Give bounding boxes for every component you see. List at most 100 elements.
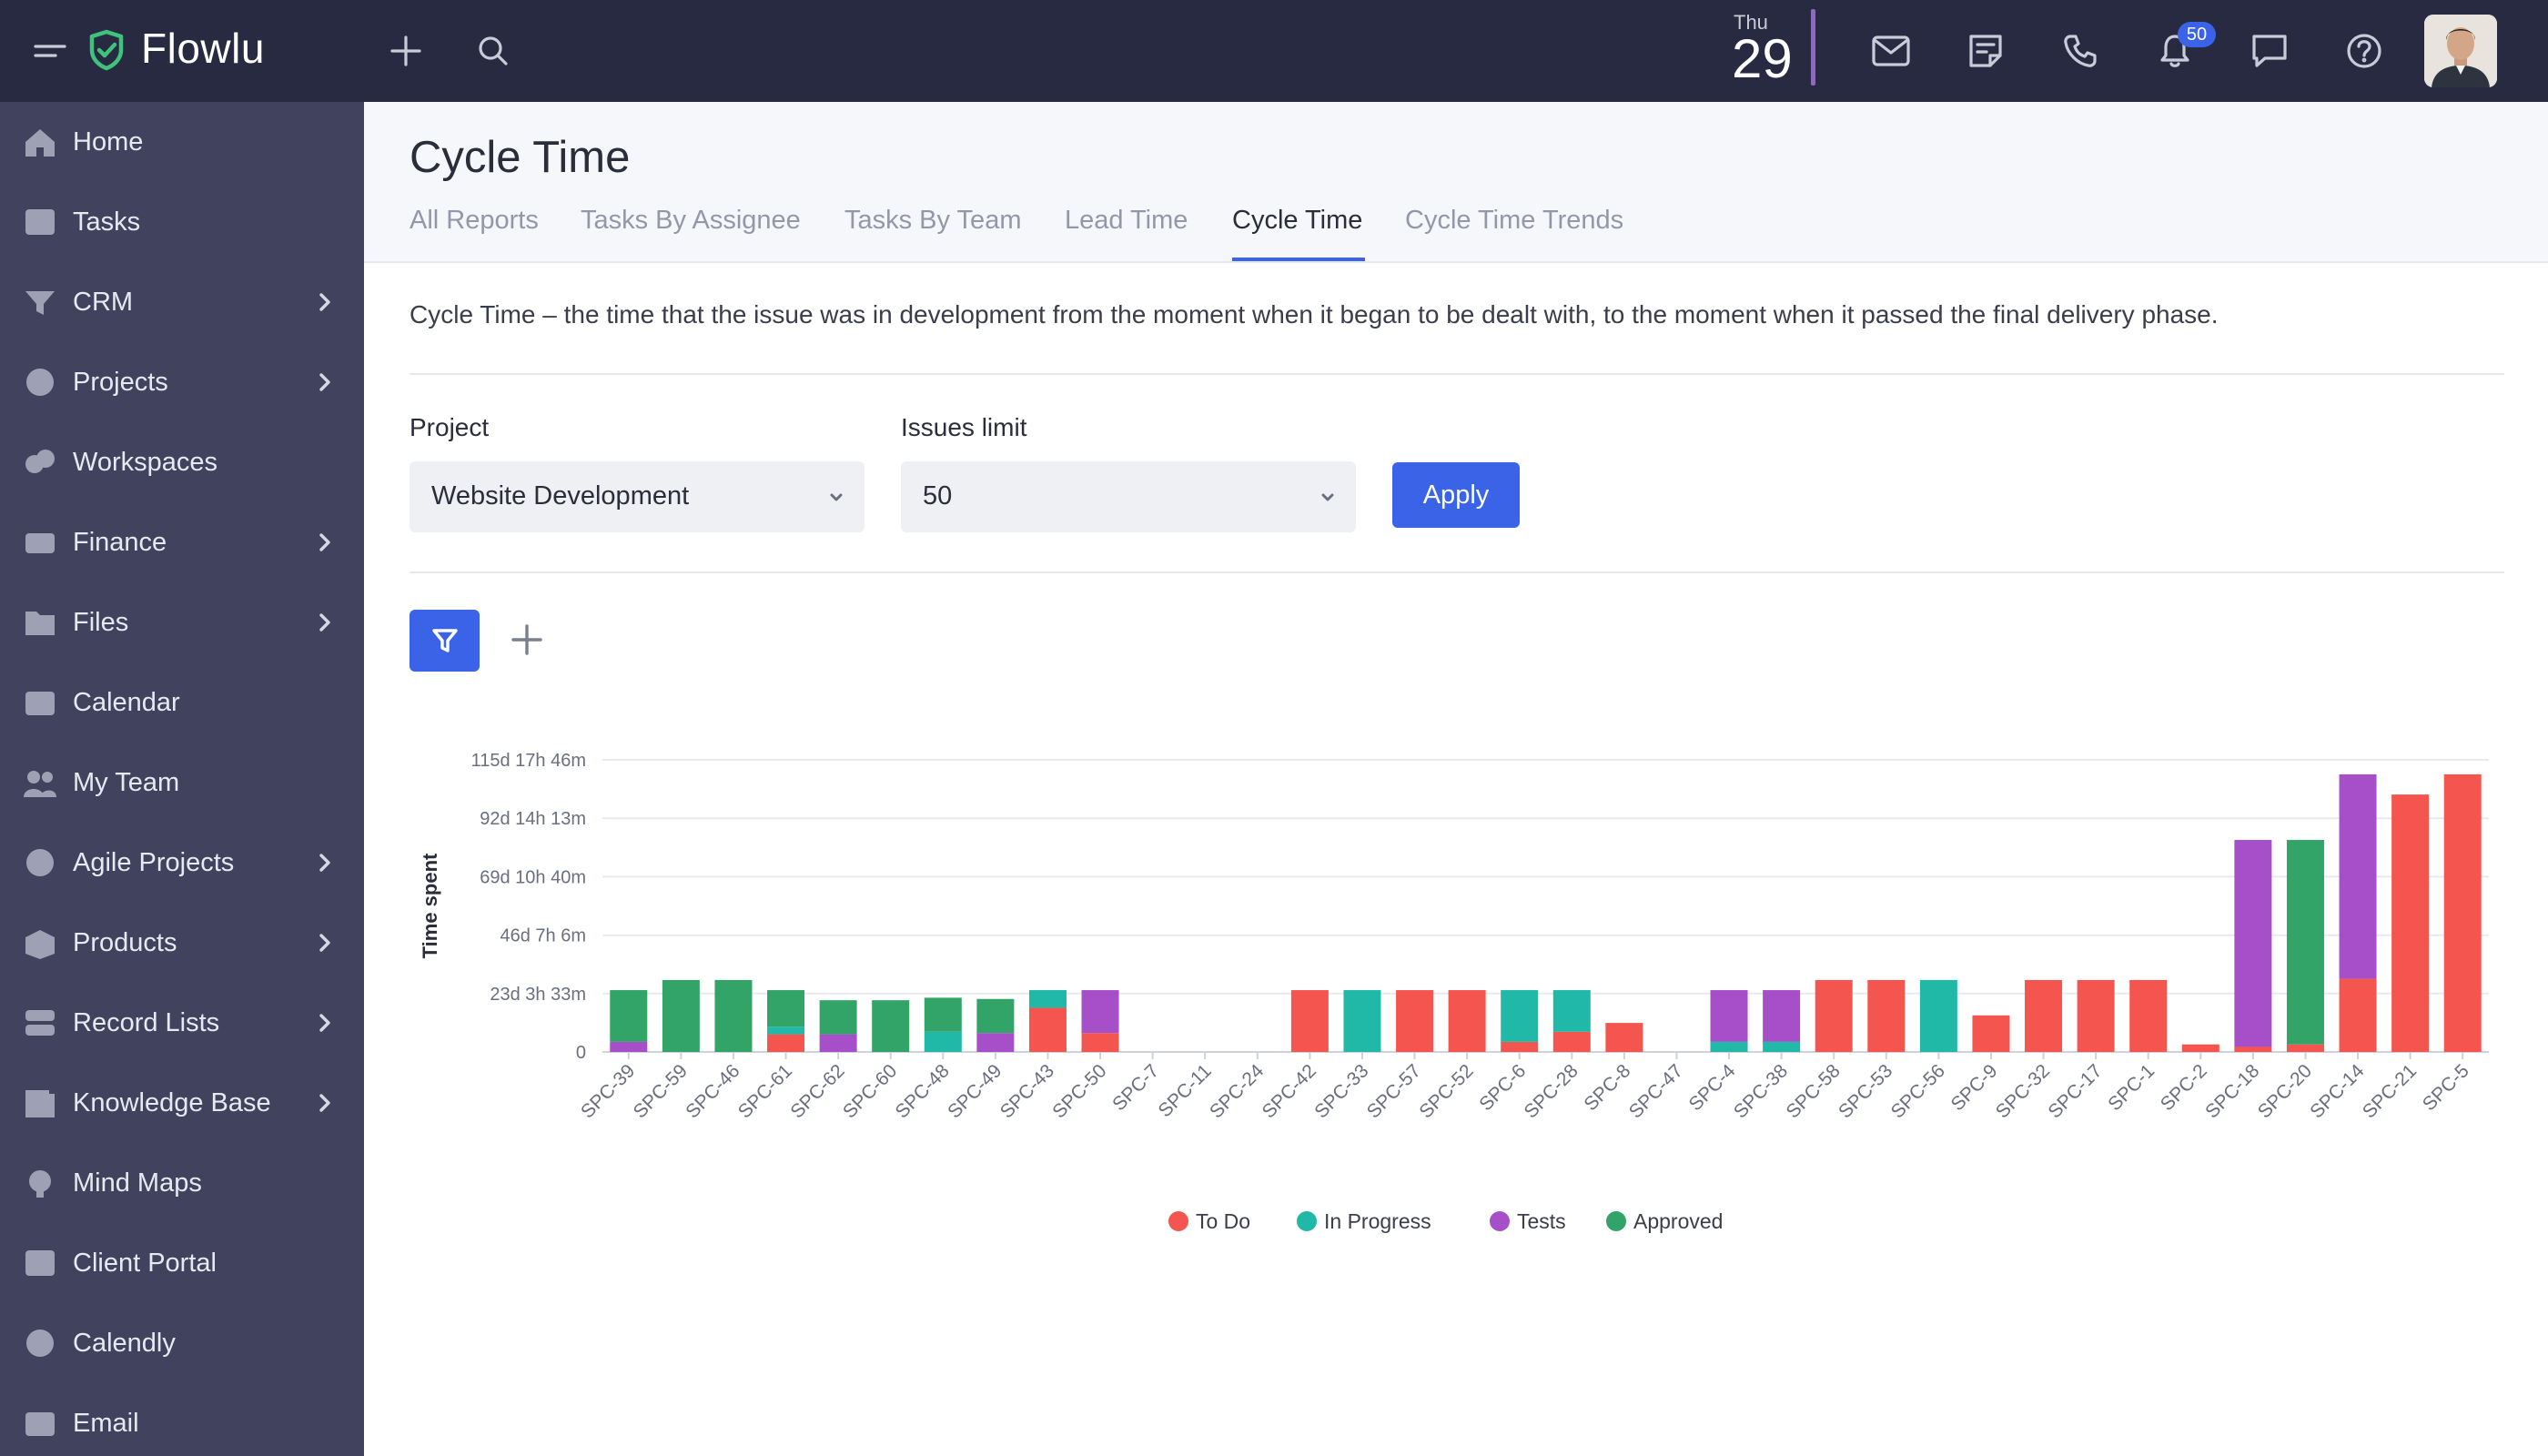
sidebar-item-label: Email — [73, 1408, 139, 1438]
x-tick-label: SPC-49 — [944, 1060, 1006, 1122]
sidebar-item-agile-projects[interactable]: Agile Projects — [0, 823, 364, 903]
bar-segment-in-progress — [1501, 990, 1539, 1042]
sidebar-item-client-portal[interactable]: Client Portal — [0, 1223, 364, 1303]
x-tick-label: SPC-62 — [786, 1060, 848, 1122]
notes-icon[interactable] — [1964, 31, 2007, 71]
crm-icon — [22, 286, 58, 318]
add-icon[interactable] — [386, 31, 426, 71]
filter-button[interactable] — [410, 610, 480, 672]
sidebar-item-label: Products — [73, 927, 177, 957]
bar-segment-to-do — [1867, 979, 1906, 1052]
legend-marker-to-do — [1168, 1211, 1188, 1231]
tab-tasks-by-assignee[interactable]: Tasks By Assignee — [581, 206, 801, 235]
bar-segment-to-do — [1448, 990, 1486, 1052]
phone-icon[interactable] — [2058, 31, 2102, 71]
sidebar-item-email[interactable]: Email — [0, 1383, 364, 1456]
bar-segment-approved — [767, 990, 805, 1027]
chevron-right-icon — [315, 369, 335, 395]
x-tick-label: SPC-28 — [1521, 1060, 1582, 1122]
menu-collapse-icon[interactable] — [29, 33, 71, 69]
add-filter-button[interactable] — [506, 619, 548, 661]
record-lists-icon — [22, 1006, 58, 1039]
bar-segment-to-do — [2339, 978, 2377, 1052]
legend-label: Tests — [1517, 1209, 1566, 1233]
sidebar-item-calendly[interactable]: Calendly — [0, 1303, 364, 1383]
sidebar-item-tasks[interactable]: Tasks — [0, 182, 364, 262]
date-day-number: 29 — [1732, 28, 1793, 89]
bar-segment-to-do — [1290, 990, 1329, 1052]
bar-segment-to-do — [1028, 1007, 1067, 1052]
bar-segment-to-do — [2129, 979, 2168, 1052]
x-tick-label: SPC-17 — [2044, 1060, 2106, 1122]
project-select[interactable]: Website Development — [410, 461, 864, 532]
bar-segment-to-do — [1972, 1015, 2010, 1052]
legend-marker-tests — [1490, 1211, 1510, 1231]
bar-segment-to-do — [1605, 1023, 1643, 1052]
sidebar-item-home[interactable]: Home — [0, 102, 364, 182]
bar-segment-to-do — [767, 1034, 805, 1052]
x-tick-label: SPC-48 — [892, 1060, 954, 1122]
sidebar-item-finance[interactable]: Finance — [0, 502, 364, 582]
tab-cycle-time-trends[interactable]: Cycle Time Trends — [1405, 206, 1624, 235]
chevron-right-icon — [315, 289, 335, 315]
workspaces-icon — [22, 446, 58, 479]
bar-segment-to-do — [2025, 979, 2063, 1052]
calendly-icon — [22, 1327, 58, 1360]
project-select-value: Website Development — [431, 481, 690, 511]
chevron-right-icon — [315, 610, 335, 635]
sidebar-item-label: Mind Maps — [73, 1168, 202, 1198]
help-icon[interactable] — [2342, 31, 2386, 71]
projects-icon — [22, 366, 58, 399]
flowlu-logo-icon — [84, 27, 129, 73]
tab-tasks-by-team[interactable]: Tasks By Team — [844, 206, 1022, 235]
sidebar-item-label: Knowledge Base — [73, 1087, 271, 1117]
apply-button[interactable]: Apply — [1392, 462, 1520, 528]
agile-icon — [22, 846, 58, 879]
chat-icon[interactable] — [2248, 31, 2291, 71]
chevron-down-icon — [1318, 487, 1338, 507]
tab-cycle-time[interactable]: Cycle Time — [1232, 206, 1363, 235]
team-icon — [22, 766, 58, 799]
sidebar-item-mind-maps[interactable]: Mind Maps — [0, 1143, 364, 1223]
sidebar-item-my-team[interactable]: My Team — [0, 743, 364, 823]
divider — [410, 373, 2504, 375]
x-tick-label: SPC-21 — [2359, 1060, 2421, 1122]
top-bar: Flowlu Thu 29 50 — [0, 0, 2548, 102]
sidebar-item-label: Calendly — [73, 1328, 176, 1358]
sidebar-item-projects[interactable]: Projects — [0, 342, 364, 422]
sidebar-item-crm[interactable]: CRM — [0, 262, 364, 342]
tab-lead-time[interactable]: Lead Time — [1065, 206, 1188, 235]
x-tick-label: SPC-61 — [734, 1060, 796, 1122]
y-tick-label: 92d 14h 13m — [480, 809, 586, 829]
sidebar-item-label: Projects — [73, 367, 168, 397]
x-tick-label: SPC-46 — [682, 1060, 743, 1122]
report-description: Cycle Time – the time that the issue was… — [410, 300, 2219, 329]
x-tick-label: SPC-50 — [1048, 1060, 1110, 1122]
sidebar-item-products[interactable]: Products — [0, 903, 364, 983]
knowledge-base-icon — [22, 1087, 58, 1119]
sidebar-item-workspaces[interactable]: Workspaces — [0, 422, 364, 502]
issues-limit-select-value: 50 — [923, 481, 953, 511]
user-avatar[interactable] — [2424, 15, 2497, 87]
bar-segment-in-progress — [1028, 990, 1067, 1008]
x-tick-label: SPC-20 — [2254, 1060, 2316, 1122]
project-label: Project — [410, 413, 490, 441]
bar-segment-in-progress — [1710, 1041, 1748, 1052]
sidebar-item-label: Client Portal — [73, 1248, 217, 1278]
bar-segment-to-do — [2077, 979, 2115, 1052]
sidebar-item-calendar[interactable]: Calendar — [0, 662, 364, 743]
sidebar-item-knowledge-base[interactable]: Knowledge Base — [0, 1063, 364, 1143]
x-tick-label: SPC-59 — [630, 1060, 692, 1122]
search-icon[interactable] — [473, 31, 513, 71]
finance-icon — [22, 526, 58, 559]
bar-segment-approved — [819, 1000, 857, 1035]
bar-segment-in-progress — [1552, 990, 1591, 1032]
issues-limit-select[interactable]: 50 — [901, 461, 1356, 532]
tab-all-reports[interactable]: All Reports — [410, 206, 539, 235]
mail-icon[interactable] — [1869, 31, 1913, 71]
sidebar-item-files[interactable]: Files — [0, 582, 364, 662]
bar-segment-in-progress — [924, 1031, 962, 1052]
sidebar-item-record-lists[interactable]: Record Lists — [0, 983, 364, 1063]
app-name: Flowlu — [141, 25, 265, 72]
bar-segment-tests — [1081, 990, 1119, 1034]
